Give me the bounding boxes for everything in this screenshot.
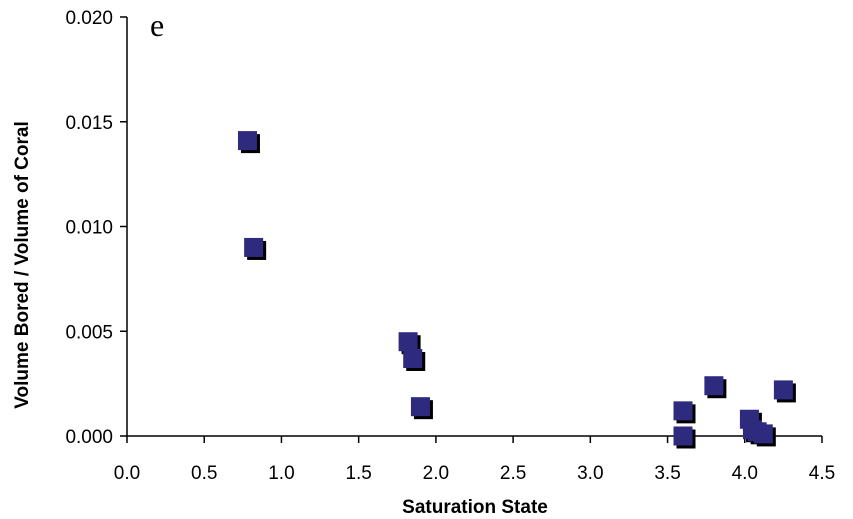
data-point bbox=[704, 376, 727, 399]
data-point bbox=[673, 401, 696, 424]
data-point-marker bbox=[244, 237, 264, 257]
x-axis-title: Saturation State bbox=[402, 497, 548, 518]
x-tick-label: 0.5 bbox=[191, 463, 217, 484]
x-tick-label: 4.5 bbox=[809, 463, 835, 484]
data-point-marker bbox=[673, 401, 693, 421]
data-point-marker bbox=[403, 348, 423, 368]
x-tick-label: 0.0 bbox=[114, 463, 140, 484]
data-point bbox=[244, 237, 267, 260]
y-tick-label: 0.010 bbox=[65, 218, 113, 239]
x-tick-label: 4.0 bbox=[732, 463, 758, 484]
y-tick-label: 0.000 bbox=[65, 427, 113, 448]
y-axis-title: Volume Bored / Volume of Coral bbox=[12, 121, 33, 409]
data-point-marker bbox=[673, 426, 693, 446]
data-point-marker bbox=[704, 376, 724, 396]
y-tick-label: 0.005 bbox=[65, 322, 113, 343]
x-axis: 0.0 0.5 1.0 1.5 2.0 2.5 3.0 3.5 4.0 4.5 bbox=[114, 435, 835, 484]
y-tick-label: 0.015 bbox=[65, 113, 113, 134]
y-tick-label: 0.020 bbox=[65, 8, 113, 29]
data-point bbox=[237, 131, 260, 154]
data-point bbox=[673, 426, 696, 449]
data-points bbox=[237, 131, 796, 449]
data-point-marker bbox=[773, 380, 793, 400]
data-point bbox=[753, 424, 776, 447]
data-point bbox=[410, 397, 433, 420]
data-point bbox=[773, 380, 796, 403]
x-tick-label: 2.5 bbox=[500, 463, 526, 484]
x-tick-label: 1.5 bbox=[345, 463, 371, 484]
x-tick-label: 3.0 bbox=[577, 463, 603, 484]
data-point-marker bbox=[398, 332, 418, 352]
x-tick-label: 2.0 bbox=[423, 463, 449, 484]
data-point-marker bbox=[410, 397, 430, 417]
data-point-marker bbox=[753, 424, 773, 444]
x-tick-label: 3.5 bbox=[654, 463, 680, 484]
x-tick-label: 1.0 bbox=[268, 463, 294, 484]
panel-label: e bbox=[150, 7, 164, 43]
y-axis: 0.000 0.005 0.010 0.015 0.020 bbox=[65, 8, 128, 448]
data-point-marker bbox=[237, 131, 257, 151]
data-point bbox=[403, 348, 426, 371]
